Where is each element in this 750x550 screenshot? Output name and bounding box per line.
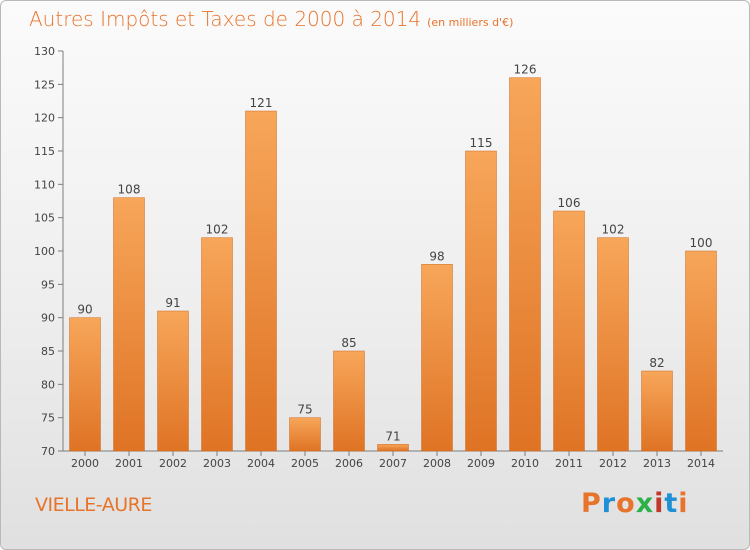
y-tick-label: 115 (34, 145, 55, 158)
y-tick-label: 70 (41, 445, 55, 458)
data-label: 82 (649, 356, 664, 370)
bar (641, 370, 673, 452)
x-tick-label: 2010 (511, 457, 539, 470)
bar (157, 310, 189, 452)
bar (377, 444, 409, 452)
data-label: 121 (250, 96, 273, 110)
logo-letter: x (635, 488, 655, 519)
x-tick-label: 2009 (467, 457, 495, 470)
x-tick-label: 2008 (423, 457, 451, 470)
data-label: 126 (514, 63, 537, 77)
x-tick-label: 2011 (555, 457, 583, 470)
data-label: 108 (118, 183, 141, 197)
chart-title: Autres Impôts et Taxes de 2000 à 2014 (29, 7, 422, 31)
bar (421, 264, 453, 452)
y-tick-label: 95 (41, 278, 55, 291)
logo-letter: r (601, 488, 617, 519)
proxiti-logo: Proxiti (581, 488, 689, 519)
bar (509, 77, 541, 452)
data-label: 106 (558, 196, 581, 210)
y-tick-label: 90 (41, 312, 55, 325)
bar (333, 350, 365, 452)
data-label: 98 (429, 249, 444, 263)
y-tick-label: 75 (41, 412, 55, 425)
x-tick-label: 2003 (203, 457, 231, 470)
y-tick-label: 130 (34, 45, 55, 58)
y-tick-label: 100 (34, 245, 55, 258)
x-tick-label: 2000 (71, 457, 99, 470)
logo-letter: i (654, 488, 665, 519)
bar (597, 237, 629, 452)
y-tick-label: 110 (34, 178, 55, 191)
y-tick-label: 80 (41, 378, 55, 391)
data-label: 100 (690, 236, 713, 250)
y-tick-label: 125 (34, 78, 55, 91)
logo-letter: P (581, 488, 602, 519)
data-label: 85 (341, 336, 356, 350)
bar (69, 317, 101, 452)
y-tick-label: 105 (34, 212, 55, 225)
y-tick-label: 85 (41, 345, 55, 358)
commune-name: VIELLE-AURE (35, 494, 152, 516)
bar (245, 110, 277, 452)
x-tick-label: 2001 (115, 457, 143, 470)
logo-letter: t (664, 488, 679, 519)
logo-letter: o (616, 488, 636, 519)
x-tick-label: 2005 (291, 457, 319, 470)
data-label: 102 (602, 223, 625, 237)
x-tick-label: 2002 (159, 457, 187, 470)
x-tick-label: 2012 (599, 457, 627, 470)
x-tick-label: 2014 (687, 457, 715, 470)
bar (201, 237, 233, 452)
bar (113, 197, 145, 452)
data-label: 90 (77, 303, 92, 317)
data-label: 115 (470, 136, 493, 150)
x-tick-label: 2004 (247, 457, 275, 470)
chart-title-block: Autres Impôts et Taxes de 2000 à 2014 (en… (29, 7, 513, 31)
chart-subtitle: (en milliers d'€) (427, 16, 514, 29)
logo-letter: i (678, 488, 689, 519)
bar (289, 417, 321, 452)
bar (465, 150, 497, 452)
bar (553, 210, 585, 452)
data-label: 91 (165, 296, 180, 310)
data-label: 102 (206, 223, 229, 237)
x-tick-label: 2013 (643, 457, 671, 470)
x-tick-label: 2007 (379, 457, 407, 470)
data-label: 71 (385, 429, 400, 443)
y-tick-label: 120 (34, 112, 55, 125)
x-tick-label: 2006 (335, 457, 363, 470)
data-label: 75 (297, 403, 312, 417)
bar (685, 250, 717, 452)
